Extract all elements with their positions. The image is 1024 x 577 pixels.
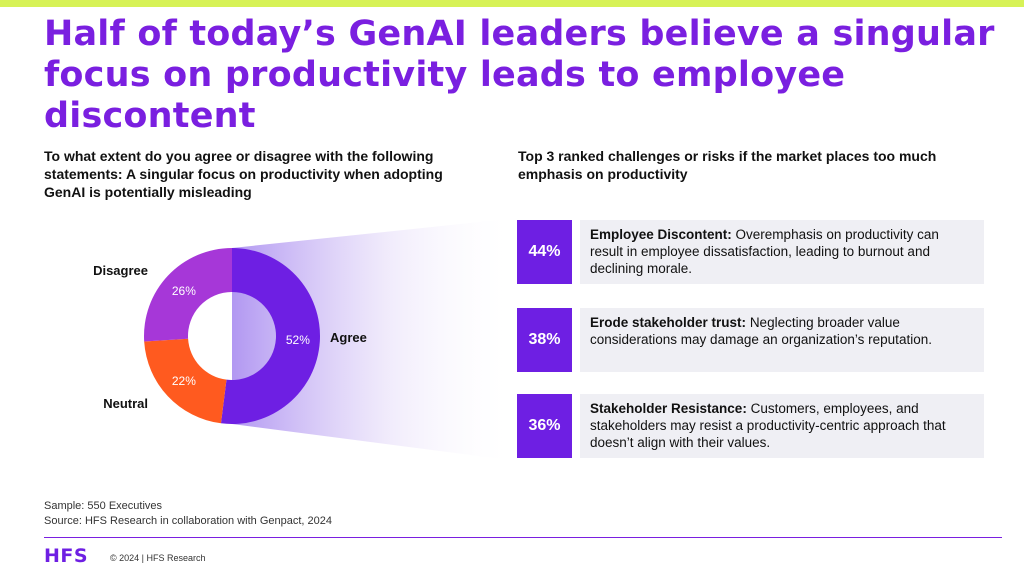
challenge-description: Employee Discontent: Overemphasis on pro… (580, 220, 984, 284)
top-accent-bar (0, 0, 1024, 7)
challenge-description: Erode stakeholder trust: Neglecting broa… (580, 308, 984, 372)
copyright-text: © 2024 | HFS Research (110, 553, 206, 563)
slice-value-label: 26% (172, 284, 196, 298)
challenge-card: 36% Stakeholder Resistance: Customers, e… (517, 394, 984, 458)
connector-beam (232, 218, 517, 461)
sample-note: Sample: 550 Executives (44, 500, 163, 512)
survey-question: To what extent do you agree or disagree … (44, 148, 443, 200)
challenge-card: 38% Erode stakeholder trust: Neglecting … (517, 308, 984, 372)
source-note: Source: HFS Research in collaboration wi… (44, 515, 332, 527)
challenge-text: Neglecting broader value considerations … (590, 315, 932, 347)
challenge-text: Customers, employees, and stakeholders m… (590, 401, 946, 450)
challenge-description: Stakeholder Resistance: Customers, emplo… (580, 394, 984, 458)
slice-category-label: Disagree (93, 263, 148, 278)
donut-slice-agree (220, 248, 320, 424)
footnotes: Sample: 550 Executives Source: HFS Resea… (44, 499, 332, 529)
donut-slice-neutral (144, 338, 227, 424)
challenge-percent: 36% (517, 394, 572, 458)
footer-divider (44, 537, 1002, 538)
challenge-title: Employee Discontent: (590, 227, 732, 242)
donut-slice-disagree (144, 248, 232, 342)
challenge-text: Overemphasis on productivity can result … (590, 227, 939, 276)
challenges-heading: Top 3 ranked challenges or risks if the … (518, 148, 937, 182)
challenge-percent: 44% (517, 220, 572, 284)
challenge-title: Erode stakeholder trust: (590, 315, 747, 330)
slice-category-label: Agree (330, 330, 367, 345)
slice-value-label: 22% (172, 374, 196, 388)
slice-value-label: 52% (286, 333, 310, 347)
challenge-card: 44% Employee Discontent: Overemphasis on… (517, 220, 984, 284)
donut-chart: 52% Agree 22% Neutral 26% Disagree (93, 218, 517, 461)
slice-category-label: Neutral (103, 396, 148, 411)
challenge-percent: 38% (517, 308, 572, 372)
hfs-logo: HFS (44, 545, 89, 567)
challenge-title: Stakeholder Resistance: (590, 401, 747, 416)
headline: Half of today’s GenAI leaders believe a … (44, 14, 995, 136)
